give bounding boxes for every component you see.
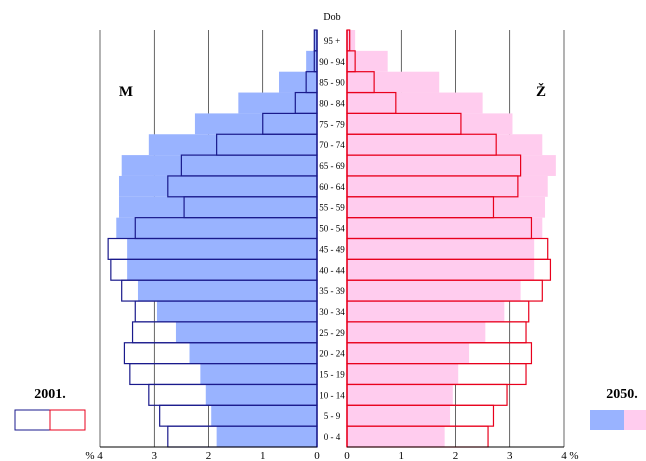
age-group-label: 55 - 59 — [319, 203, 345, 213]
bar-2050-m — [205, 384, 317, 406]
x-tick-label: 3 — [507, 450, 513, 461]
bar-2050-z — [347, 30, 356, 51]
bar-2050-m — [279, 71, 317, 93]
bar-2050-z — [347, 363, 459, 385]
bar-2050-m — [118, 196, 317, 218]
bar-2050-z — [347, 405, 451, 427]
x-tick-label: 4 — [97, 450, 103, 461]
x-tick-label: 1 — [399, 450, 405, 461]
bar-2050-m — [200, 363, 317, 385]
x-tick-label: 0 — [344, 450, 350, 461]
bar-2050-z — [347, 134, 543, 156]
bar-2050-z — [347, 280, 521, 302]
age-group-label: 0 - 4 — [324, 432, 341, 442]
axes — [100, 30, 564, 448]
bar-2050-m — [306, 50, 317, 72]
bar-2050-z — [347, 175, 548, 197]
x-tick-label: 2 — [206, 450, 212, 461]
bars-2050 — [116, 30, 556, 447]
age-group-label: 25 - 29 — [319, 328, 345, 338]
left-side-label: M — [119, 84, 133, 100]
bars-2001 — [107, 29, 552, 448]
bar-2050-m — [137, 280, 317, 302]
bar-2050-z — [347, 71, 440, 93]
bar-2050-z — [347, 238, 535, 260]
age-group-label: 60 - 64 — [319, 182, 345, 192]
bar-2050-z — [347, 113, 513, 135]
age-group-label: 35 - 39 — [319, 286, 345, 296]
x-unit-left: % — [85, 450, 94, 461]
bar-2050-m — [156, 301, 317, 322]
bar-2050-z — [347, 155, 556, 176]
tick-labels: 4 3 2 1 0 0 1 2 3 4%% — [85, 450, 578, 461]
bar-2050-m — [127, 238, 317, 260]
age-group-label: 45 - 49 — [319, 244, 345, 254]
x-tick-label: 2 — [453, 450, 459, 461]
legend-right-swatch-m — [590, 410, 624, 430]
bar-2050-z — [347, 259, 535, 281]
age-group-label: 85 - 90 — [319, 78, 345, 88]
bar-2050-m — [216, 426, 317, 447]
legend-right-label: 2050. — [606, 387, 638, 402]
age-group-label: 75 - 79 — [319, 119, 345, 129]
bar-2050-m — [116, 217, 318, 239]
x-tick-label: 4 — [561, 450, 567, 461]
age-group-label: 90 - 94 — [319, 57, 345, 67]
center-axis-label: Dob — [323, 12, 340, 23]
bar-2050-m — [314, 30, 317, 51]
age-group-label: 80 - 84 — [319, 98, 345, 108]
bar-2050-z — [347, 342, 470, 364]
age-group-label: 70 - 74 — [319, 140, 345, 150]
bar-2050-m — [148, 134, 317, 156]
right-side-label: Ž — [536, 83, 546, 100]
age-group-label: 95 + — [324, 36, 340, 46]
legend-right-swatch-z — [624, 410, 646, 430]
bar-2050-m — [175, 321, 317, 343]
age-group-label: 5 - 9 — [324, 411, 341, 421]
age-group-label: 50 - 54 — [319, 224, 345, 234]
legend-left-swatch-m — [14, 409, 51, 431]
bar-2050-z — [347, 50, 388, 72]
x-tick-label: 3 — [152, 450, 158, 461]
legend-left-swatch-z — [49, 409, 86, 431]
x-unit-right: % — [569, 450, 578, 461]
bar-2050-m — [238, 92, 317, 114]
bar-2050-m — [127, 259, 317, 281]
bar-2050-z — [347, 92, 483, 114]
age-group-label: 20 - 24 — [319, 349, 345, 359]
age-group-label: 15 - 19 — [319, 370, 345, 380]
bar-2050-z — [347, 384, 453, 406]
age-group-label: 65 - 69 — [319, 161, 345, 171]
bar-2050-z — [347, 321, 486, 343]
bar-2050-m — [189, 342, 317, 364]
bar-2050-z — [347, 217, 543, 239]
bar-2050-m — [194, 113, 317, 135]
age-group-label: 10 - 14 — [319, 390, 345, 400]
bar-2050-m — [121, 155, 317, 176]
x-tick-label: 0 — [314, 450, 320, 461]
bar-2050-m — [118, 175, 317, 197]
bar-2050-z — [347, 301, 505, 322]
x-tick-label: 1 — [260, 450, 266, 461]
age-group-labels: 0 - 4 5 - 9 10 - 14 15 - 19 20 - 24 25 - 29 30… — [319, 36, 345, 442]
age-group-label: 40 - 44 — [319, 265, 345, 275]
bar-2050-z — [347, 196, 546, 218]
age-group-label: 30 - 34 — [319, 307, 345, 317]
bar-2050-z — [347, 426, 445, 447]
legend-left-label: 2001. — [34, 387, 66, 402]
bar-2050-m — [211, 405, 317, 427]
